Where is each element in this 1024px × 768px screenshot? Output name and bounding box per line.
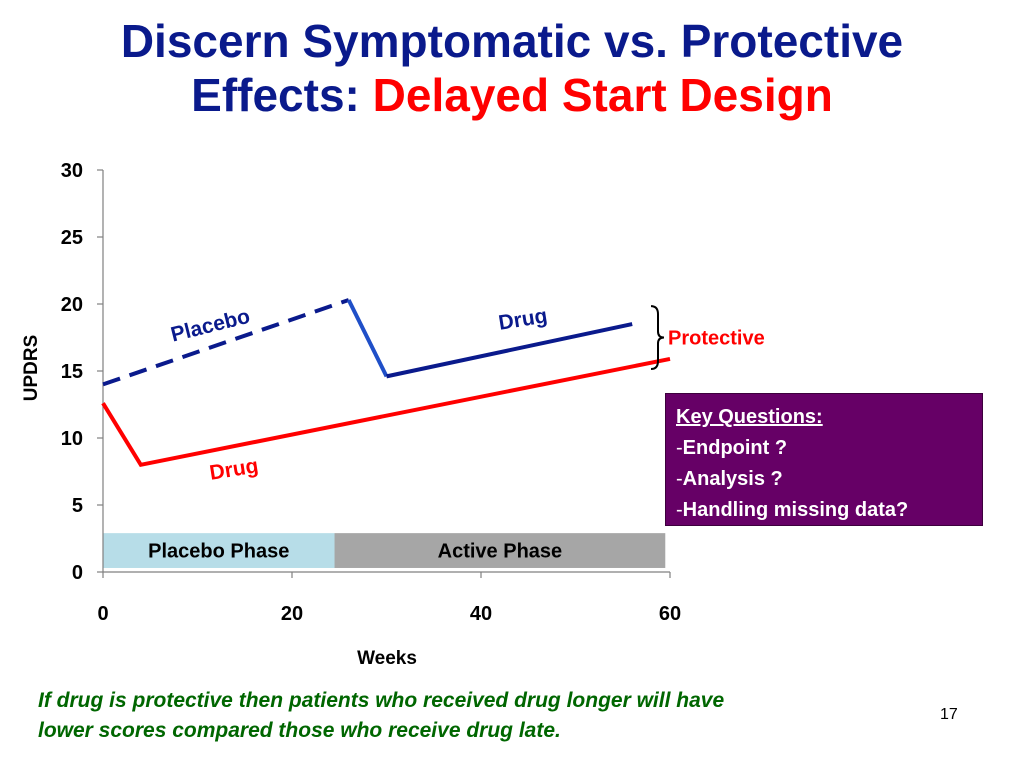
y-tick-label: 30: [61, 160, 83, 182]
title-design: Delayed Start Design: [372, 69, 833, 121]
protective-label: Protective: [668, 328, 765, 350]
series-label: Drug: [208, 454, 260, 484]
key-questions-heading: Key Questions:: [676, 406, 823, 428]
series-line: [346, 299, 389, 378]
title-line-2: Effects: Delayed Start Design: [0, 68, 1024, 122]
y-tick-label: 20: [61, 294, 83, 316]
slide-title: Discern Symptomatic vs. Protective Effec…: [0, 14, 1024, 122]
key-questions-box: Key Questions: -Endpoint ? -Analysis ? -…: [665, 393, 983, 526]
phase-label: Active Phase: [438, 541, 563, 563]
phase-label: Placebo Phase: [148, 541, 289, 563]
x-axis-label: Weeks: [357, 648, 417, 669]
x-tick-label: 60: [659, 603, 681, 625]
y-tick-label: 0: [72, 562, 83, 584]
series-label: Drug: [497, 304, 549, 334]
footer-line-1: If drug is protective then patients who …: [38, 689, 725, 712]
key-question-text: Analysis ?: [682, 468, 783, 490]
phase-band: [334, 533, 666, 568]
series-label: Placebo: [169, 305, 253, 347]
footer-note: If drug is protective then patients who …: [38, 686, 918, 746]
y-tick-label: 10: [61, 428, 83, 450]
series-line: [102, 298, 350, 387]
key-question-item: -Endpoint ?: [676, 437, 788, 459]
series-line: [386, 322, 633, 379]
title-effects: Effects:: [191, 69, 360, 121]
key-question-text: Endpoint ?: [682, 437, 788, 459]
key-question-item: -Analysis ?: [676, 468, 783, 490]
protective-brace: [650, 305, 665, 370]
page-number: 17: [940, 706, 958, 723]
series-line: [101, 356, 671, 468]
y-tick-label: 5: [72, 495, 83, 517]
key-question-item: -Handling missing data?: [676, 499, 909, 521]
y-axis-label: UPDRS: [21, 335, 42, 402]
title-line-1: Discern Symptomatic vs. Protective: [120, 15, 904, 67]
y-tick-label: 15: [61, 361, 83, 383]
x-tick-label: 40: [470, 603, 492, 625]
updrs-chart: Placebo Phase Active Phase 0 5 10 15 20 25 30 0 20…: [21, 160, 765, 669]
footer-line-2: lower scores compared those who receive …: [38, 719, 561, 742]
y-tick-label: 25: [61, 227, 83, 249]
phase-band: [103, 533, 335, 568]
x-tick-label: 0: [97, 603, 108, 625]
key-question-text: Handling missing data?: [682, 499, 909, 521]
x-tick-label: 20: [281, 603, 303, 625]
